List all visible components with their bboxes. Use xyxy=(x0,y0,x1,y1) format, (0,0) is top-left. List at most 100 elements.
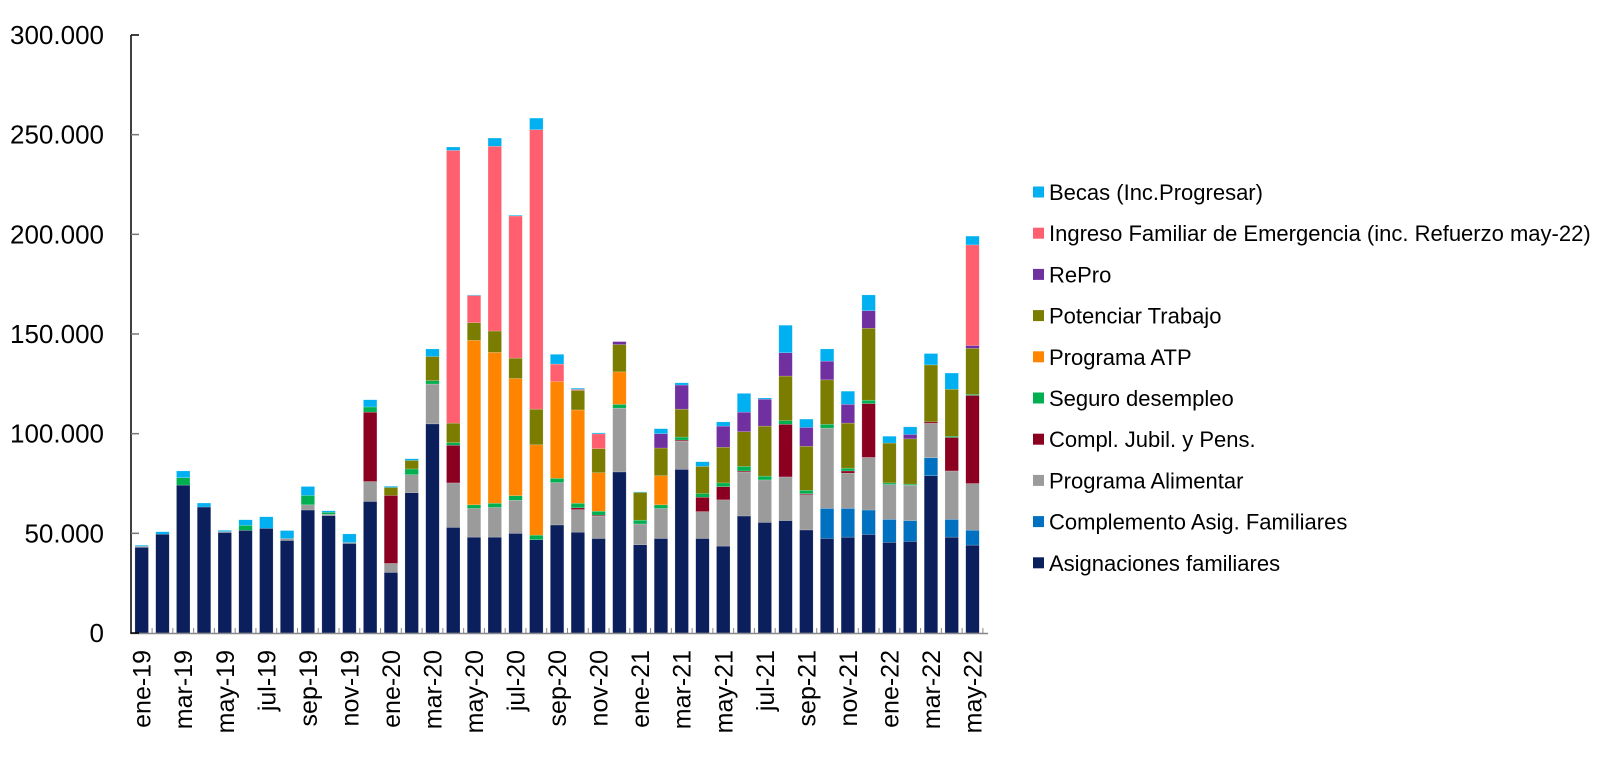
legend-swatch xyxy=(1033,433,1044,445)
bar-segment-4-mar-21 xyxy=(674,436,689,441)
x-tick-label: sep-20 xyxy=(544,650,572,726)
bar-segment-4-nov-21 xyxy=(840,467,855,472)
y-tick-label: 50.000 xyxy=(24,518,104,548)
bar-segment-4-oct-21 xyxy=(820,424,835,429)
bar-segment-0-ene-21 xyxy=(633,544,648,634)
bar-stack-may-20 xyxy=(467,294,482,634)
bar-segment-6-ago-20 xyxy=(529,408,544,446)
x-tick-label: mar-22 xyxy=(918,650,946,729)
bar-segment-9-may-22 xyxy=(965,235,980,246)
x-tick-label: may-22 xyxy=(960,650,988,733)
bar-segment-0-oct-21 xyxy=(820,538,835,634)
bar-segment-0-oct-20 xyxy=(570,531,585,634)
bar-segment-0-nov-19 xyxy=(342,543,357,634)
bar-stack-mar-21 xyxy=(674,382,689,634)
bar-stack-feb-22 xyxy=(903,426,918,634)
legend-item: Seguro desempleo xyxy=(1033,386,1234,411)
bar-segment-0-abr-20 xyxy=(446,527,461,634)
legend-swatch xyxy=(1033,351,1044,363)
legend-item: Compl. Jubil. y Pens. xyxy=(1033,427,1256,452)
bar-segment-1-oct-21 xyxy=(820,508,835,539)
bar-segment-6-jul-20 xyxy=(508,357,523,379)
bar-segment-3-may-22 xyxy=(965,395,980,484)
bar-segment-7-feb-21 xyxy=(653,433,668,449)
bar-segment-2-ago-19 xyxy=(280,538,295,541)
bar-segment-2-may-21 xyxy=(716,499,731,547)
x-tick-label: nov-21 xyxy=(835,650,863,726)
bar-segment-6-ene-20 xyxy=(383,487,398,496)
bar-stack-feb-19 xyxy=(155,531,170,634)
bar-segment-5-feb-21 xyxy=(653,475,668,506)
legend-swatch xyxy=(1033,227,1044,239)
bar-segment-0-feb-19 xyxy=(155,533,170,634)
bar-segment-9-jun-21 xyxy=(737,393,752,413)
bar-segment-9-abr-22 xyxy=(944,372,959,390)
legend-swatch xyxy=(1033,392,1044,404)
bar-segment-6-jun-20 xyxy=(487,330,502,353)
y-tick-label: 0 xyxy=(90,618,104,648)
bar-segment-9-sep-20 xyxy=(550,354,565,365)
bar-segment-3-abr-22 xyxy=(944,437,959,472)
bar-stack-ago-21 xyxy=(778,324,793,634)
bar-stack-jun-20 xyxy=(487,137,502,634)
bar-segment-2-may-22 xyxy=(965,483,980,531)
bar-segment-0-mar-21 xyxy=(674,469,689,634)
bar-segment-9-may-20 xyxy=(467,294,482,296)
bar-segment-2-sep-20 xyxy=(550,482,565,526)
bar-segment-2-jun-21 xyxy=(737,471,752,517)
bar-segment-5-ago-20 xyxy=(529,444,544,536)
x-tick-label: jul-20 xyxy=(503,650,531,712)
bar-stack-abr-20 xyxy=(446,146,461,634)
bar-segment-9-sep-21 xyxy=(799,418,814,428)
legend-label: Compl. Jubil. y Pens. xyxy=(1049,427,1256,452)
bar-stack-ene-19 xyxy=(134,545,149,634)
bar-segment-1-may-22 xyxy=(965,529,980,546)
bar-stack-feb-21 xyxy=(653,428,668,634)
bar-segment-2-dic-19 xyxy=(363,481,378,502)
legend-item: Programa ATP xyxy=(1033,345,1192,370)
bar-segment-9-nov-20 xyxy=(591,432,606,435)
bar-segment-6-sep-21 xyxy=(799,445,814,491)
bar-segment-0-jul-19 xyxy=(259,528,274,634)
bar-segment-6-ene-22 xyxy=(882,442,897,484)
legend-item: Complemento Asig. Familiares xyxy=(1033,510,1347,535)
bar-segment-3-abr-20 xyxy=(446,444,461,484)
bar-segment-0-abr-21 xyxy=(695,538,710,634)
bar-segment-4-ago-20 xyxy=(529,534,544,540)
bar-segment-2-mar-21 xyxy=(674,440,689,470)
bar-segment-0-dic-19 xyxy=(363,501,378,634)
bar-segment-6-may-21 xyxy=(716,446,731,484)
bar-segment-9-mar-22 xyxy=(923,353,938,366)
legend-item: Asignaciones familiares xyxy=(1033,551,1280,576)
bar-segment-2-dic-21 xyxy=(861,457,876,511)
bar-segment-9-feb-19 xyxy=(155,531,170,535)
bar-stack-feb-20 xyxy=(404,458,419,634)
bar-stack-jul-21 xyxy=(757,397,772,634)
bar-segment-0-mar-22 xyxy=(923,475,938,634)
bar-segment-4-sep-21 xyxy=(799,490,814,494)
bar-segment-6-abr-21 xyxy=(695,466,710,494)
bar-segment-2-oct-21 xyxy=(820,427,835,509)
bar-segment-8-nov-20 xyxy=(591,433,606,449)
bar-segment-9-ago-20 xyxy=(529,117,544,130)
bar-segment-0-ago-19 xyxy=(280,540,295,634)
bar-segment-4-mar-19 xyxy=(176,477,191,486)
bar-segment-9-oct-21 xyxy=(820,348,835,362)
x-tick-label: mar-21 xyxy=(669,650,697,729)
bar-segment-9-nov-19 xyxy=(342,533,357,543)
bar-segment-1-mar-22 xyxy=(923,457,938,476)
bar-segment-7-oct-21 xyxy=(820,360,835,381)
bar-stack-abr-22 xyxy=(944,372,959,634)
bar-segment-6-ago-21 xyxy=(778,375,793,421)
bar-stack-oct-19 xyxy=(321,510,336,634)
bar-stack-jul-19 xyxy=(259,516,274,634)
x-tick-label: may-19 xyxy=(212,650,240,733)
bar-stack-sep-21 xyxy=(799,418,814,634)
bar-segment-9-jun-19 xyxy=(238,519,253,526)
bar-segment-1-abr-22 xyxy=(944,519,959,538)
bar-segment-4-dic-21 xyxy=(861,399,876,404)
bar-segment-9-feb-20 xyxy=(404,458,419,461)
bar-segment-4-ene-21 xyxy=(633,519,648,525)
bar-segment-0-ene-22 xyxy=(882,542,897,634)
bar-segment-2-ene-21 xyxy=(633,523,648,545)
